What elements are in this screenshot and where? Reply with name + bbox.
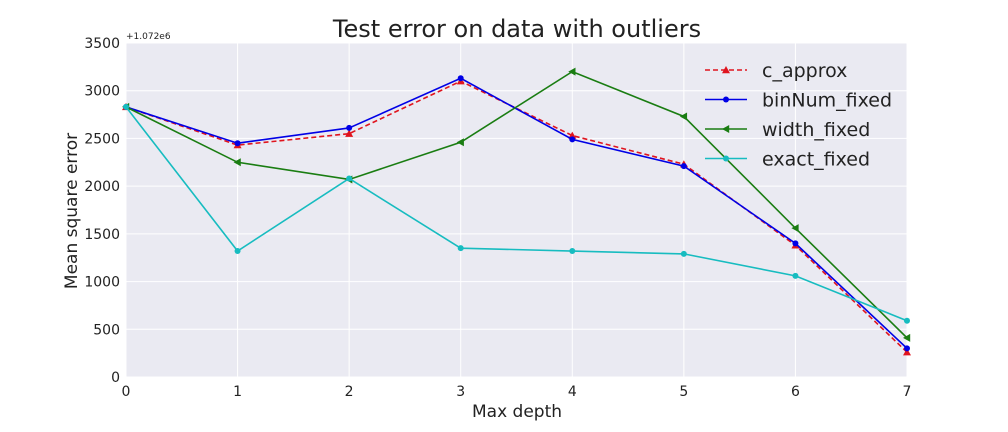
x-tick-label: 6 (791, 384, 800, 400)
data-point (569, 136, 576, 143)
legend-item: binNum_fixed (705, 90, 892, 112)
data-point (123, 103, 129, 110)
series-line (125, 77, 908, 349)
grid-lines (125, 42, 908, 378)
data-point (346, 124, 353, 131)
x-axis-label: Max depth (472, 402, 562, 422)
data-point (903, 333, 911, 342)
x-tick-label: 2 (345, 384, 354, 400)
legend-label: exact_fixed (762, 149, 870, 171)
data-point (792, 240, 799, 247)
data-point (791, 224, 799, 233)
legend-item: width_fixed (705, 119, 870, 141)
data-point (679, 112, 688, 121)
series-line (125, 106, 908, 322)
legend-marker (723, 155, 729, 162)
data-point (792, 272, 799, 279)
x-tick-label: 3 (456, 384, 465, 400)
series-line (125, 70, 908, 339)
series-line (125, 80, 908, 353)
y-tick-label: 2000 (84, 179, 120, 195)
data-point (569, 248, 576, 255)
legend: c_approx binNum_fixed width_fixed exact_fix… (705, 60, 892, 171)
series-width_fixed (122, 67, 911, 342)
data-point (904, 345, 910, 352)
data-point (568, 131, 577, 139)
y-axis-ticks: 0 500 1000 1500 2000 2500 3000 3500 (84, 36, 120, 386)
y-tick-label: 0 (111, 370, 120, 386)
data-point (346, 175, 353, 182)
x-tick-label: 1 (233, 384, 242, 400)
y-tick-label: 500 (93, 322, 120, 338)
data-point (234, 140, 241, 147)
x-tick-label: 4 (568, 384, 577, 400)
y-tick-label: 3500 (84, 36, 120, 52)
legend-marker (722, 125, 730, 133)
chart-title: Test error on data with outliers (332, 15, 701, 43)
data-point (680, 250, 687, 257)
data-point (345, 129, 354, 137)
x-tick-label: 7 (903, 384, 912, 400)
y-axis-label: Mean square error (62, 133, 82, 289)
legend-label: binNum_fixed (762, 90, 892, 112)
y-tick-label: 1500 (84, 227, 120, 243)
x-tick-label: 5 (679, 384, 688, 400)
x-tick-label: 0 (122, 384, 131, 400)
data-point (457, 245, 464, 252)
legend-marker (722, 66, 730, 74)
legend-marker (723, 96, 729, 103)
data-point (904, 317, 910, 324)
y-tick-label: 1000 (84, 275, 120, 291)
data-point (233, 158, 241, 167)
data-point (568, 67, 576, 76)
series-lines (122, 67, 911, 356)
data-point (234, 248, 241, 255)
y-tick-label: 3000 (84, 84, 120, 100)
legend-label: width_fixed (762, 119, 870, 141)
legend-label: c_approx (762, 60, 847, 82)
x-axis-ticks: 0 1 2 3 4 5 6 7 (122, 384, 912, 400)
y-tick-label: 2500 (84, 131, 120, 147)
y-offset-label: +1.072e6 (126, 32, 171, 42)
data-point (903, 348, 911, 356)
data-point (457, 75, 464, 82)
data-point (456, 138, 464, 147)
legend-item: c_approx (705, 60, 847, 82)
legend-item: exact_fixed (705, 149, 870, 171)
series-exact_fixed (123, 103, 910, 324)
data-point (680, 163, 687, 170)
